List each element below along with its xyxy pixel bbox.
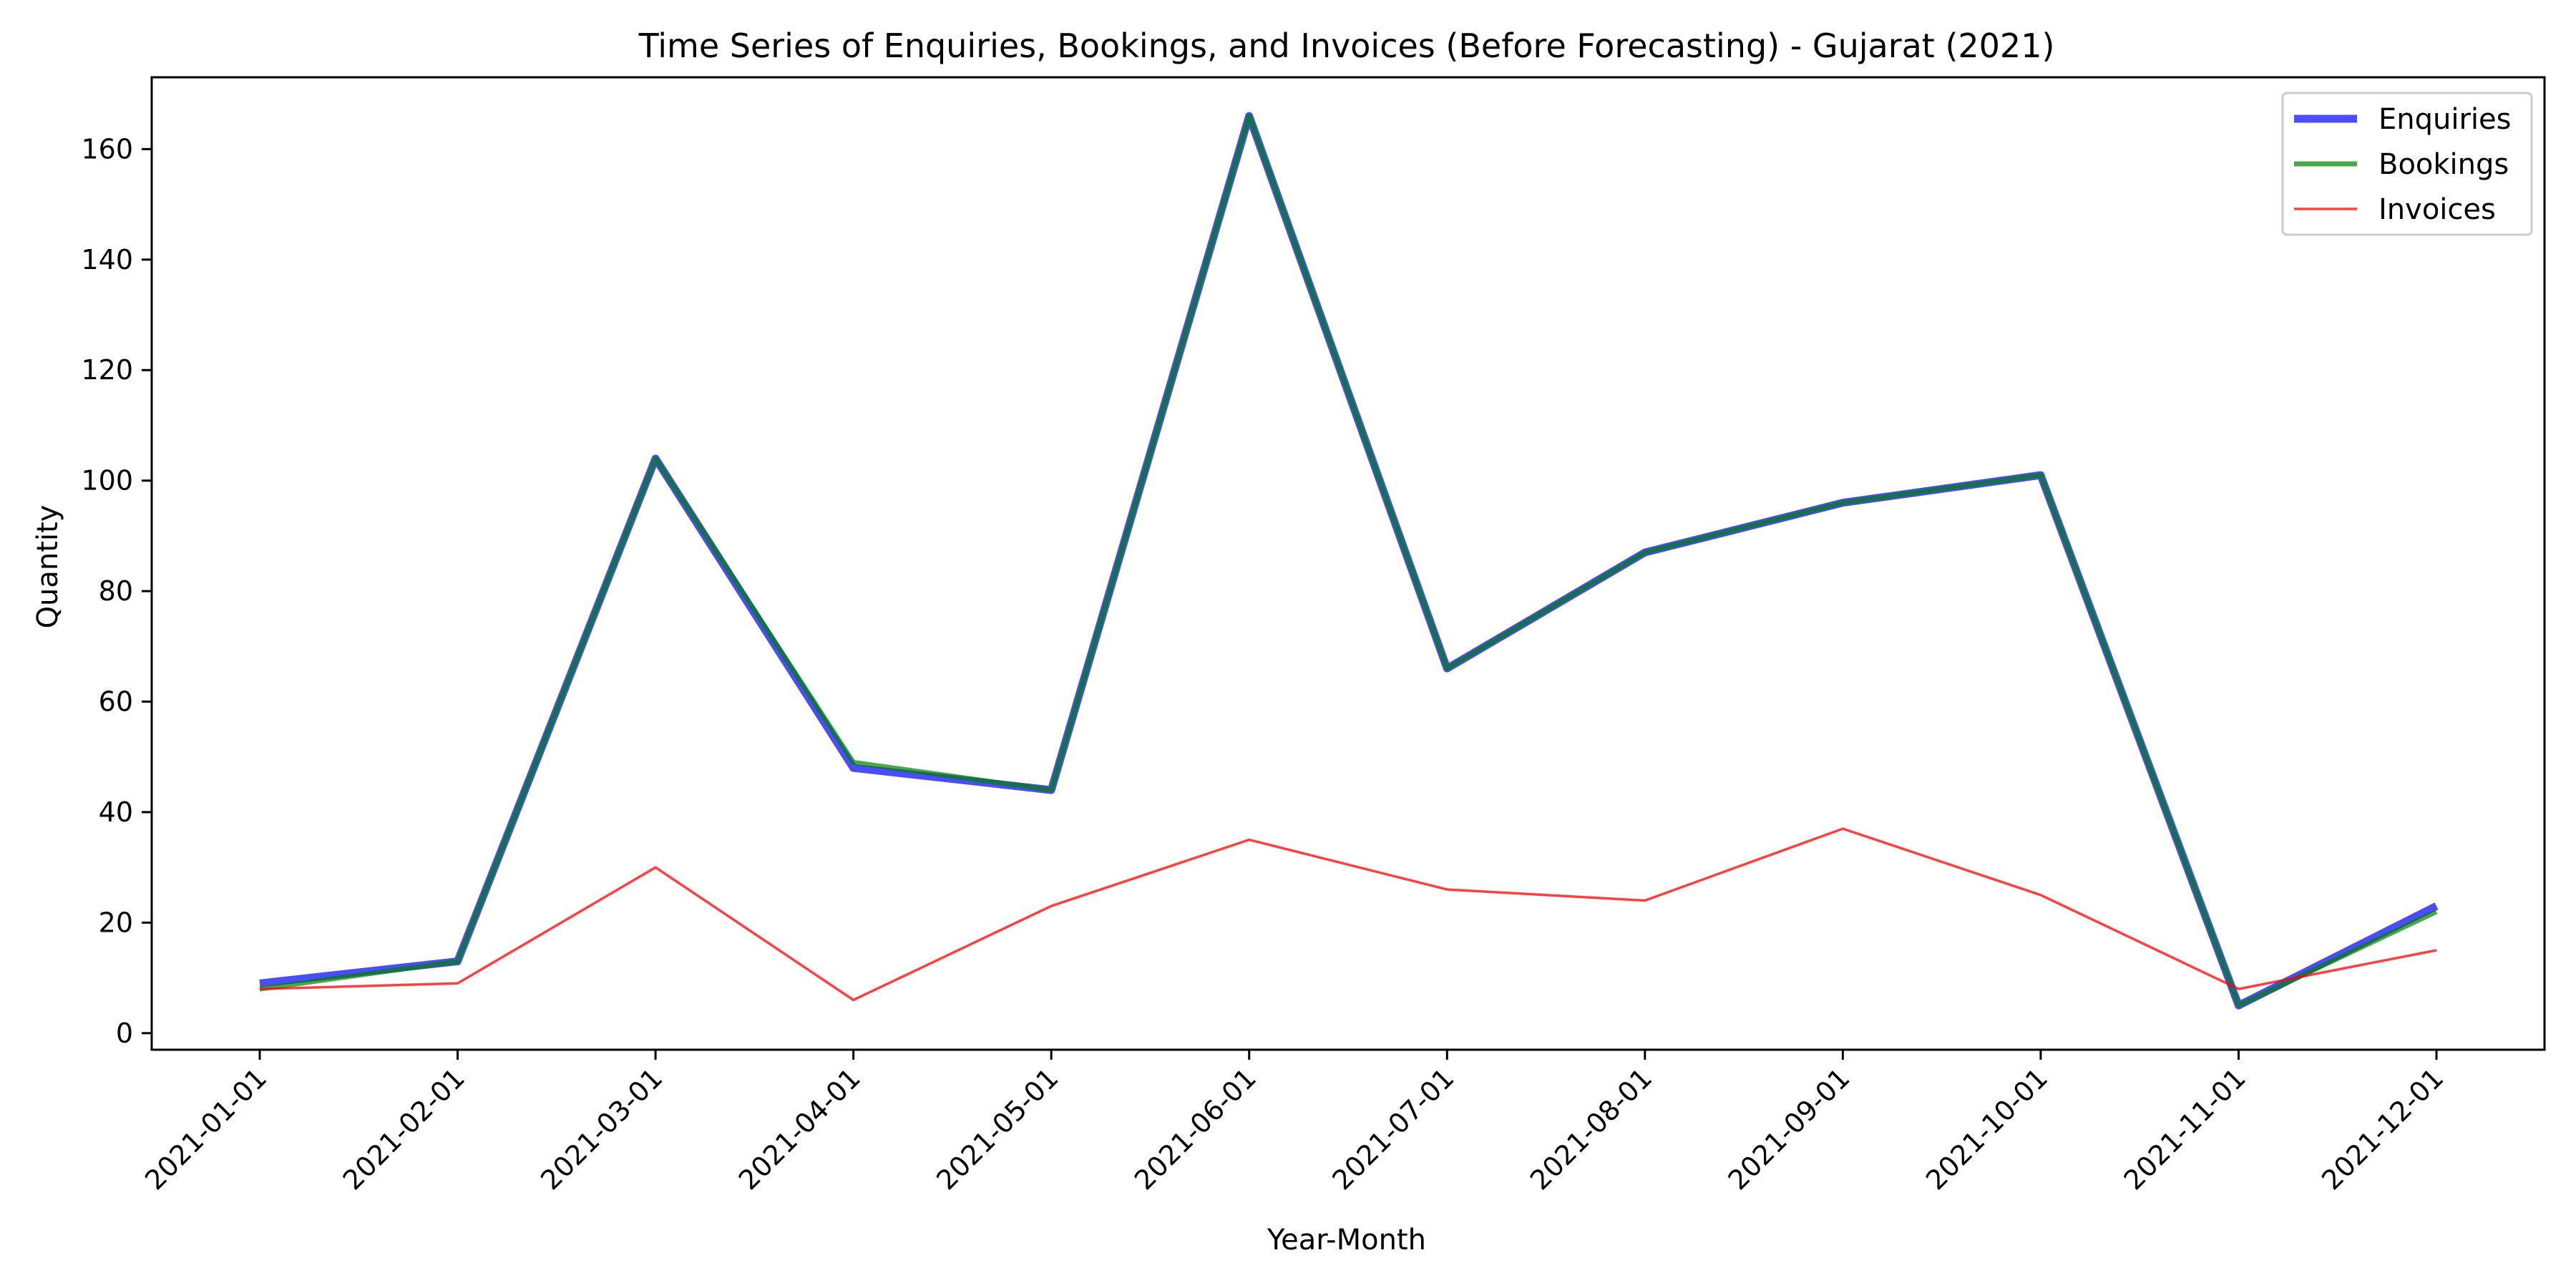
y-tick-label: 40 bbox=[99, 796, 133, 828]
legend-label-enquiries: Enquiries bbox=[2379, 103, 2512, 136]
y-tick-label: 60 bbox=[99, 686, 133, 718]
x-tick-label: 2021-01-01 bbox=[139, 1062, 273, 1196]
legend-label-invoices: Invoices bbox=[2379, 193, 2496, 226]
series-line-invoices bbox=[259, 827, 2437, 1002]
y-tick-label: 20 bbox=[99, 907, 133, 938]
x-tick-label: 2021-07-01 bbox=[1326, 1062, 1460, 1196]
x-tick-label: 2021-04-01 bbox=[733, 1062, 867, 1196]
x-tick-label: 2021-05-01 bbox=[930, 1062, 1064, 1196]
series-line-bookings bbox=[259, 113, 2438, 1008]
x-tick-label: 2021-10-01 bbox=[1920, 1062, 2054, 1196]
y-tick-label: 160 bbox=[81, 133, 133, 165]
y-tick-label: 100 bbox=[81, 465, 133, 497]
x-tick-label: 2021-09-01 bbox=[1722, 1062, 1855, 1196]
y-axis-label: Quantity bbox=[31, 505, 64, 629]
x-tick-label: 2021-08-01 bbox=[1524, 1062, 1658, 1196]
legend-label-bookings: Bookings bbox=[2379, 148, 2509, 181]
legend: Enquiries Bookings Invoices bbox=[2281, 92, 2533, 236]
y-tick-label: 120 bbox=[81, 354, 133, 386]
x-axis: 2021-01-01 2021-02-01 2021-03-01 2021-04-01… bbox=[139, 1050, 2449, 1196]
series-line-enquiries bbox=[259, 112, 2439, 1010]
x-tick-label: 2021-02-01 bbox=[337, 1062, 471, 1196]
plot-area-frame bbox=[150, 76, 2546, 1051]
y-tick-label: 80 bbox=[99, 575, 133, 607]
x-tick-label: 2021-03-01 bbox=[535, 1062, 668, 1196]
chart-title: Time Series of Enquiries, Bookings, and … bbox=[638, 26, 2055, 65]
y-tick-label: 0 bbox=[116, 1018, 133, 1049]
y-axis: 0 20 40 60 80 100 120 140 160 bbox=[81, 133, 152, 1049]
plot-lines bbox=[259, 112, 2439, 1010]
legend-box bbox=[2281, 92, 2533, 236]
x-tick-label: 2021-06-01 bbox=[1128, 1062, 1262, 1196]
x-axis-label: Year-Month bbox=[1267, 1224, 1426, 1257]
x-tick-label: 2021-12-01 bbox=[2316, 1062, 2449, 1196]
y-tick-label: 140 bbox=[81, 244, 133, 275]
x-tick-label: 2021-11-01 bbox=[2118, 1062, 2252, 1196]
